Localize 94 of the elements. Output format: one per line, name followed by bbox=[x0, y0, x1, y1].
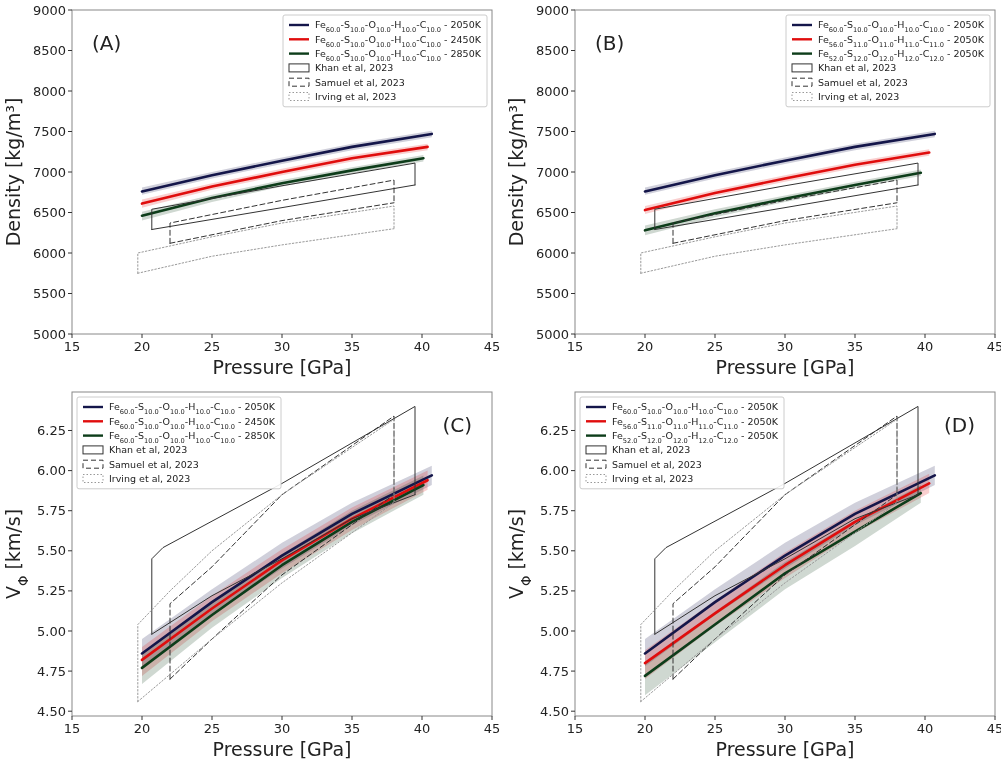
y-tick-label: 8500 bbox=[32, 43, 66, 59]
legend-label: Irving et al, 2023 bbox=[612, 472, 694, 484]
text: Fe$_{60.0}$-S$_{10.0}$-O$_{10.0}$-H$_{10.0}$-C$_{10.0}$ - 2450K bbox=[315, 33, 481, 49]
x-tick-label: 15 bbox=[63, 339, 81, 354]
x-tick-label: 20 bbox=[636, 339, 654, 354]
legend-label: Irving et al, 2023 bbox=[818, 90, 900, 102]
annotation: (B) bbox=[595, 31, 625, 55]
x-axis-title: Pressure [GPa] bbox=[212, 356, 352, 378]
text: Fe$_{60.0}$-S$_{10.0}$-O$_{10.0}$-H$_{10.0}$-C$_{10.0}$ - 2850K bbox=[109, 429, 275, 445]
y-tick-label: 6500 bbox=[535, 205, 569, 221]
y-tick-label: 6500 bbox=[32, 205, 66, 221]
annotation: (A) bbox=[92, 31, 122, 55]
y-tick-label: 6.00 bbox=[37, 463, 66, 479]
legend-label: Samuel et al, 2023 bbox=[612, 458, 702, 470]
text: Fe$_{60.0}$-S$_{10.0}$-O$_{10.0}$-H$_{10.0}$-C$_{10.0}$ - 2850K bbox=[315, 47, 481, 63]
x-tick-label: 25 bbox=[203, 339, 221, 354]
legend-label: Khan et al, 2023 bbox=[109, 444, 188, 456]
y-tick-label: 6.25 bbox=[540, 423, 569, 439]
y-tick-label: 4.75 bbox=[37, 663, 66, 679]
y-tick-label: 9000 bbox=[535, 2, 569, 18]
text: Fe$_{60.0}$-S$_{10.0}$-O$_{10.0}$-H$_{10.0}$-C$_{10.0}$ - 2050K bbox=[109, 401, 275, 417]
y-tick-label: 5.00 bbox=[540, 623, 569, 639]
x-tick-label: 15 bbox=[63, 721, 81, 736]
y-tick-label: 5.50 bbox=[37, 543, 66, 559]
x-tick-label: 40 bbox=[413, 721, 431, 736]
y-tick-label: 8000 bbox=[535, 83, 569, 99]
x-axis-title: Pressure [GPa] bbox=[715, 356, 855, 378]
x-axis-title: Pressure [GPa] bbox=[715, 738, 855, 760]
legend-label: Samuel et al, 2023 bbox=[818, 76, 908, 88]
legend-label: Khan et al, 2023 bbox=[818, 62, 897, 74]
y-tick-label: 7500 bbox=[32, 124, 66, 140]
y-tick-label: 6000 bbox=[32, 245, 66, 261]
y-tick-label: 4.50 bbox=[540, 703, 569, 719]
y-tick-label: 7000 bbox=[32, 164, 66, 180]
y-tick-label: 7000 bbox=[535, 164, 569, 180]
y-axis-title: Density [kg/m³] bbox=[2, 97, 24, 247]
y-tick-label: 7500 bbox=[535, 124, 569, 140]
x-tick-label: 20 bbox=[133, 721, 151, 736]
text: Fe$_{60.0}$-S$_{10.0}$-O$_{10.0}$-H$_{10.0}$-C$_{10.0}$ - 2050K bbox=[818, 19, 984, 35]
y-tick-label: 5.00 bbox=[37, 623, 66, 639]
text: Fe$_{56.0}$-S$_{11.0}$-O$_{11.0}$-H$_{11.0}$-C$_{11.0}$ - 2050K bbox=[612, 415, 778, 431]
x-tick-label: 40 bbox=[413, 339, 431, 354]
y-tick-label: 6.25 bbox=[37, 423, 66, 439]
x-tick-label: 25 bbox=[203, 721, 221, 736]
x-tick-label: 25 bbox=[706, 339, 724, 354]
annotation: (D) bbox=[943, 413, 975, 437]
y-tick-label: 5000 bbox=[32, 326, 66, 342]
annotation: (C) bbox=[442, 413, 472, 437]
y-tick-label: 5500 bbox=[535, 286, 569, 302]
x-tick-label: 20 bbox=[636, 721, 654, 736]
text: Fe$_{60.0}$-S$_{10.0}$-O$_{10.0}$-H$_{10.0}$-C$_{10.0}$ - 2050K bbox=[612, 401, 778, 417]
x-tick-label: 30 bbox=[776, 339, 794, 354]
y-tick-label: 6.00 bbox=[540, 463, 569, 479]
x-axis-title: Pressure [GPa] bbox=[212, 738, 352, 760]
x-tick-label: 35 bbox=[343, 339, 361, 354]
x-tick-label: 20 bbox=[133, 339, 151, 354]
x-tick-label: 15 bbox=[566, 339, 584, 354]
y-tick-label: 5.75 bbox=[540, 503, 569, 519]
legend-label: Samuel et al, 2023 bbox=[109, 458, 199, 470]
x-tick-label: 15 bbox=[566, 721, 584, 736]
x-tick-label: 30 bbox=[776, 721, 794, 736]
x-tick-label: 40 bbox=[916, 721, 934, 736]
text: Fe$_{56.0}$-S$_{11.0}$-O$_{11.0}$-H$_{11.0}$-C$_{11.0}$ - 2050K bbox=[818, 33, 984, 49]
x-tick-label: 30 bbox=[273, 339, 291, 354]
y-tick-label: 4.50 bbox=[37, 703, 66, 719]
y-tick-label: 5.75 bbox=[37, 503, 66, 519]
y-tick-label: 5.25 bbox=[37, 583, 66, 599]
x-tick-label: 35 bbox=[846, 721, 864, 736]
y-tick-label: 6000 bbox=[535, 245, 569, 261]
text: Fe$_{60.0}$-S$_{10.0}$-O$_{10.0}$-H$_{10.0}$-C$_{10.0}$ - 2050K bbox=[315, 19, 481, 35]
y-tick-label: 5.25 bbox=[540, 583, 569, 599]
y-tick-label: 4.75 bbox=[540, 663, 569, 679]
legend-label: Khan et al, 2023 bbox=[612, 444, 691, 456]
x-tick-label: 45 bbox=[483, 721, 501, 736]
y-tick-label: 5.50 bbox=[540, 543, 569, 559]
x-tick-label: 30 bbox=[273, 721, 291, 736]
x-tick-label: 40 bbox=[916, 339, 934, 354]
legend-label: Irving et al, 2023 bbox=[315, 90, 397, 102]
x-tick-label: 25 bbox=[706, 721, 724, 736]
x-tick-label: 35 bbox=[343, 721, 361, 736]
y-tick-label: 8000 bbox=[32, 83, 66, 99]
y-axis-title: Density [kg/m³] bbox=[505, 97, 527, 247]
y-tick-label: 9000 bbox=[32, 2, 66, 18]
y-tick-label: 8500 bbox=[535, 43, 569, 59]
x-tick-label: 35 bbox=[846, 339, 864, 354]
text: Fe$_{60.0}$-S$_{10.0}$-O$_{10.0}$-H$_{10.0}$-C$_{10.0}$ - 2450K bbox=[109, 415, 275, 431]
text: Fe$_{52.0}$-S$_{12.0}$-O$_{12.0}$-H$_{12.0}$-C$_{12.0}$ - 2050K bbox=[818, 47, 984, 63]
legend-label: Irving et al, 2023 bbox=[109, 472, 191, 484]
y-tick-label: 5500 bbox=[32, 286, 66, 302]
legend-label: Samuel et al, 2023 bbox=[315, 76, 405, 88]
text: Fe$_{52.0}$-S$_{12.0}$-O$_{12.0}$-H$_{12.0}$-C$_{12.0}$ - 2050K bbox=[612, 429, 778, 445]
y-tick-label: 5000 bbox=[535, 326, 569, 342]
legend-label: Khan et al, 2023 bbox=[315, 62, 394, 74]
x-tick-label: 45 bbox=[483, 339, 501, 354]
